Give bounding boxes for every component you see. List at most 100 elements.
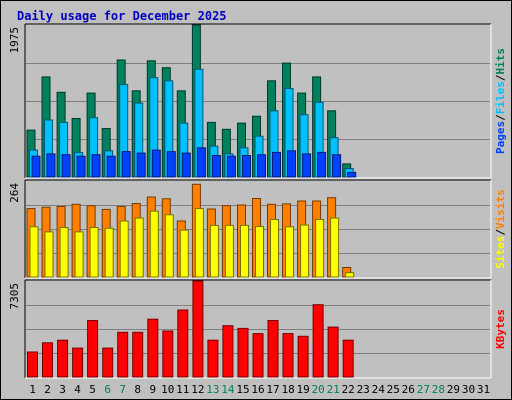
x-tick-day-29: 29 [447, 383, 460, 396]
bar-pages-day-3 [61, 154, 71, 178]
x-tick-day-7: 7 [119, 383, 126, 396]
legend-separator: / [494, 74, 507, 81]
x-tick-day-25: 25 [387, 383, 400, 396]
bar-pages-day-20 [317, 151, 327, 178]
bar-kbytes-day-17 [267, 320, 279, 378]
bar-sites-day-20 [315, 219, 325, 278]
bar-pages-day-1 [31, 155, 41, 178]
bar-sites-day-4 [74, 231, 84, 278]
panel-1-ymax-label: 264 [8, 183, 21, 203]
bar-pages-day-6 [106, 155, 116, 178]
x-tick-day-9: 9 [149, 383, 156, 396]
x-tick-day-2: 2 [44, 383, 51, 396]
bar-kbytes-day-19 [297, 335, 309, 378]
bar-sites-day-5 [89, 227, 99, 278]
bar-pages-day-10 [166, 151, 176, 178]
bar-kbytes-day-6 [102, 347, 114, 378]
x-tick-day-24: 24 [372, 383, 386, 396]
chart-labels: 1975Pages/Files/Hits264Sites/Visits7305K… [8, 27, 507, 396]
bar-kbytes-day-20 [312, 304, 324, 378]
legend-sites: Sites [494, 236, 507, 269]
x-tick-day-23: 23 [357, 383, 370, 396]
x-tick-day-30: 30 [462, 383, 475, 396]
x-tick-day-22: 22 [342, 383, 355, 396]
x-tick-day-14: 14 [221, 383, 235, 396]
chart-title: Daily usage for December 2025 [17, 9, 227, 23]
legend-separator: / [494, 114, 507, 121]
bar-kbytes-day-12 [192, 280, 204, 378]
bar-sites-day-17 [270, 219, 279, 278]
bar-sites-day-12 [194, 208, 204, 278]
bar-sites-day-16 [255, 226, 264, 278]
bar-kbytes-day-2 [42, 342, 53, 378]
bar-kbytes-day-7 [117, 331, 129, 378]
bar-pages-day-5 [91, 154, 101, 178]
bar-pages-day-16 [257, 154, 266, 178]
x-tick-day-11: 11 [176, 383, 189, 396]
x-tick-day-8: 8 [134, 383, 141, 396]
bar-kbytes-day-18 [282, 333, 294, 378]
bar-pages-day-13 [211, 155, 221, 178]
bar-kbytes-day-1 [27, 351, 38, 378]
bar-kbytes-day-14 [222, 325, 234, 378]
bar-sites-day-19 [300, 224, 310, 278]
bar-pages-day-2 [46, 153, 56, 178]
x-tick-day-19: 19 [296, 383, 309, 396]
x-tick-day-16: 16 [251, 383, 264, 396]
x-tick-day-26: 26 [402, 383, 415, 396]
x-tick-day-18: 18 [281, 383, 294, 396]
chart-bars [26, 24, 357, 378]
bar-pages-day-7 [121, 151, 131, 178]
bar-pages-day-21 [332, 154, 342, 178]
bar-sites-day-15 [240, 224, 249, 278]
bar-sites-day-7 [119, 220, 129, 278]
bar-pages-day-11 [181, 152, 191, 178]
bar-pages-day-14 [226, 155, 236, 178]
bar-sites-day-18 [285, 226, 294, 278]
bar-sites-day-11 [179, 229, 189, 278]
legend-visits: Visits [494, 189, 507, 229]
x-tick-day-1: 1 [29, 383, 36, 396]
bar-sites-day-3 [59, 227, 69, 278]
bar-pages-day-22 [347, 171, 357, 178]
x-tick-day-17: 17 [266, 383, 279, 396]
x-tick-day-20: 20 [311, 383, 324, 396]
bar-kbytes-day-4 [72, 347, 84, 378]
bar-kbytes-day-13 [207, 339, 219, 378]
x-tick-day-3: 3 [59, 383, 66, 396]
legend-hits: Hits [494, 48, 507, 75]
panel-0-legend: Pages/Files/Hits [494, 48, 507, 154]
bar-kbytes-day-8 [132, 331, 144, 378]
legend-files: Files [494, 81, 507, 114]
bar-kbytes-day-22 [342, 339, 354, 378]
bar-pages-day-12 [196, 147, 206, 178]
bar-pages-day-15 [242, 155, 251, 178]
x-tick-day-31: 31 [477, 383, 490, 396]
x-tick-day-10: 10 [161, 383, 174, 396]
bar-sites-day-14 [224, 224, 234, 278]
bar-kbytes-day-21 [327, 326, 339, 378]
bar-kbytes-day-9 [147, 318, 159, 378]
bar-pages-day-4 [76, 155, 86, 178]
x-tick-day-12: 12 [191, 383, 204, 396]
panel-1-legend: Sites/Visits [494, 189, 507, 269]
panel-2-legend: KBytes [494, 309, 507, 349]
bar-kbytes-day-15 [237, 327, 249, 378]
bar-kbytes-day-3 [57, 339, 69, 378]
panel-0-ymax-label: 1975 [8, 27, 21, 54]
legend-separator: / [494, 229, 507, 236]
bar-pages-day-19 [302, 153, 312, 178]
bar-kbytes-day-10 [162, 330, 174, 378]
bar-kbytes-day-5 [87, 320, 99, 378]
bar-sites-day-8 [134, 217, 144, 278]
bar-kbytes-day-11 [177, 309, 189, 378]
x-tick-day-28: 28 [432, 383, 445, 396]
bar-sites-day-9 [149, 210, 159, 278]
bar-pages-day-18 [287, 150, 296, 178]
bar-pages-day-17 [272, 151, 281, 178]
bar-sites-day-22 [345, 272, 355, 278]
bar-sites-day-13 [209, 224, 219, 278]
bar-pages-day-8 [136, 152, 146, 178]
legend-pages: Pages [494, 121, 507, 154]
